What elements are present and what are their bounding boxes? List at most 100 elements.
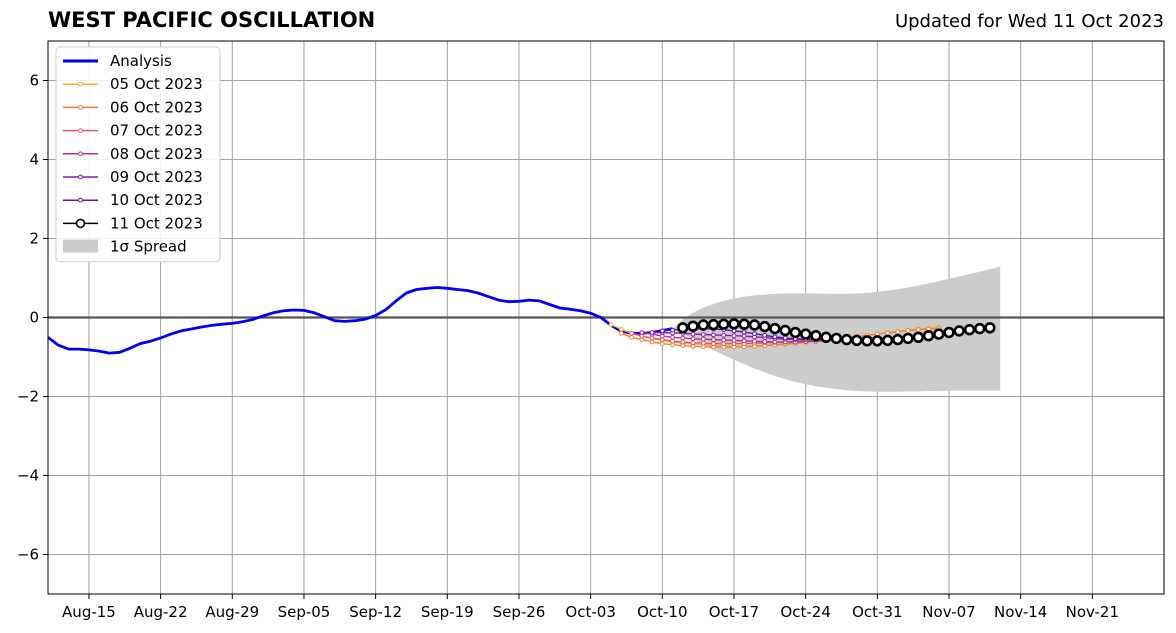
data-point <box>728 318 740 330</box>
data-point <box>670 327 675 333</box>
y-tick-label: 4 <box>29 151 39 169</box>
x-tick-label: Nov-07 <box>922 603 975 621</box>
data-point <box>973 322 986 335</box>
legend-marker <box>78 174 83 180</box>
data-point <box>905 328 911 333</box>
data-point <box>933 328 945 340</box>
y-tick-label: 6 <box>29 72 39 90</box>
data-point <box>922 330 935 342</box>
data-point <box>619 326 624 332</box>
x-tick-label: Aug-22 <box>134 603 188 621</box>
legend-label: 09 Oct 2023 <box>110 168 203 186</box>
data-point <box>752 331 757 337</box>
x-tick-label: Sep-12 <box>349 603 402 621</box>
data-point <box>717 318 730 330</box>
data-point <box>711 337 716 343</box>
data-point <box>680 335 686 341</box>
x-tick-label: Aug-15 <box>62 603 116 621</box>
legend: Analysis 05 Oct 2023 06 Oct 2023 07 Oct 202… <box>55 46 221 263</box>
legend-spread-swatch <box>63 239 98 253</box>
legend-label: 11 Oct 2023 <box>110 214 203 232</box>
data-point <box>820 331 832 343</box>
data-point <box>670 334 675 340</box>
data-point <box>840 333 853 346</box>
data-point <box>769 322 781 335</box>
data-point <box>731 333 737 339</box>
data-point <box>629 334 634 340</box>
data-point <box>752 338 757 344</box>
data-point <box>629 330 634 336</box>
data-point <box>861 335 873 347</box>
data-point <box>902 332 914 345</box>
data-point <box>762 339 768 345</box>
data-point <box>687 320 699 332</box>
data-point <box>731 338 737 343</box>
data-point <box>963 324 976 336</box>
legend-label: 08 Oct 2023 <box>110 145 203 163</box>
y-tick-label: −6 <box>17 546 39 564</box>
data-point <box>700 332 706 337</box>
x-tick-label: Oct-24 <box>780 603 830 621</box>
data-point <box>758 320 771 333</box>
data-point <box>649 339 655 345</box>
data-point <box>892 333 904 346</box>
legend-box <box>55 46 221 263</box>
y-tick-label: −4 <box>17 467 39 485</box>
data-point <box>690 340 696 346</box>
y-tick-label: −2 <box>17 388 39 406</box>
data-point <box>779 324 791 337</box>
data-point <box>659 328 665 334</box>
legend-marker <box>75 218 86 229</box>
x-tick-label: Nov-14 <box>994 603 1047 621</box>
data-point <box>748 319 761 331</box>
data-point <box>741 329 747 335</box>
data-point <box>677 322 689 334</box>
data-point <box>711 332 716 338</box>
data-point <box>830 332 843 345</box>
data-point <box>649 335 655 341</box>
legend-label: 06 Oct 2023 <box>110 98 203 116</box>
series-markers <box>608 318 996 350</box>
data-point <box>741 338 747 344</box>
data-point <box>707 318 720 331</box>
legend-label: 05 Oct 2023 <box>110 75 203 93</box>
data-point <box>762 332 768 338</box>
data-point <box>690 336 696 342</box>
data-point <box>772 334 778 340</box>
legend-marker <box>78 105 83 110</box>
data-point <box>690 331 696 337</box>
updated-label: Updated for Wed 11 Oct 2023 <box>894 11 1164 32</box>
x-tick-label: Sep-19 <box>421 603 474 621</box>
data-point <box>782 335 788 341</box>
data-point <box>915 327 921 333</box>
x-tick-label: Oct-10 <box>637 603 687 621</box>
legend-label: 10 Oct 2023 <box>110 191 203 209</box>
x-axis: Aug-15 Aug-22 Aug-29 Sep-05 Sep-12 Sep-19 Sep-… <box>62 594 1119 621</box>
x-tick-label: Aug-29 <box>205 603 259 621</box>
legend-marker <box>78 128 83 134</box>
data-point <box>670 338 675 344</box>
data-point <box>943 326 955 339</box>
series-line <box>47 286 673 355</box>
data-point <box>741 333 747 339</box>
data-point <box>659 341 665 347</box>
x-tick-label: Oct-31 <box>852 603 902 621</box>
data-point <box>639 330 645 335</box>
data-point <box>711 341 716 347</box>
data-point <box>680 339 686 345</box>
data-point <box>871 335 883 347</box>
data-point <box>700 340 706 346</box>
data-point <box>881 334 894 347</box>
legend-marker <box>78 81 83 87</box>
data-point <box>649 330 655 335</box>
legend-label: 1σ Spread <box>110 238 187 256</box>
data-point <box>912 331 924 343</box>
x-tick-label: Sep-26 <box>493 603 546 621</box>
data-point <box>789 326 802 339</box>
data-point <box>810 330 822 342</box>
data-point <box>895 329 901 335</box>
y-tick-label: 2 <box>29 230 39 248</box>
x-tick-label: Oct-17 <box>709 603 759 621</box>
legend-marker <box>78 197 83 203</box>
